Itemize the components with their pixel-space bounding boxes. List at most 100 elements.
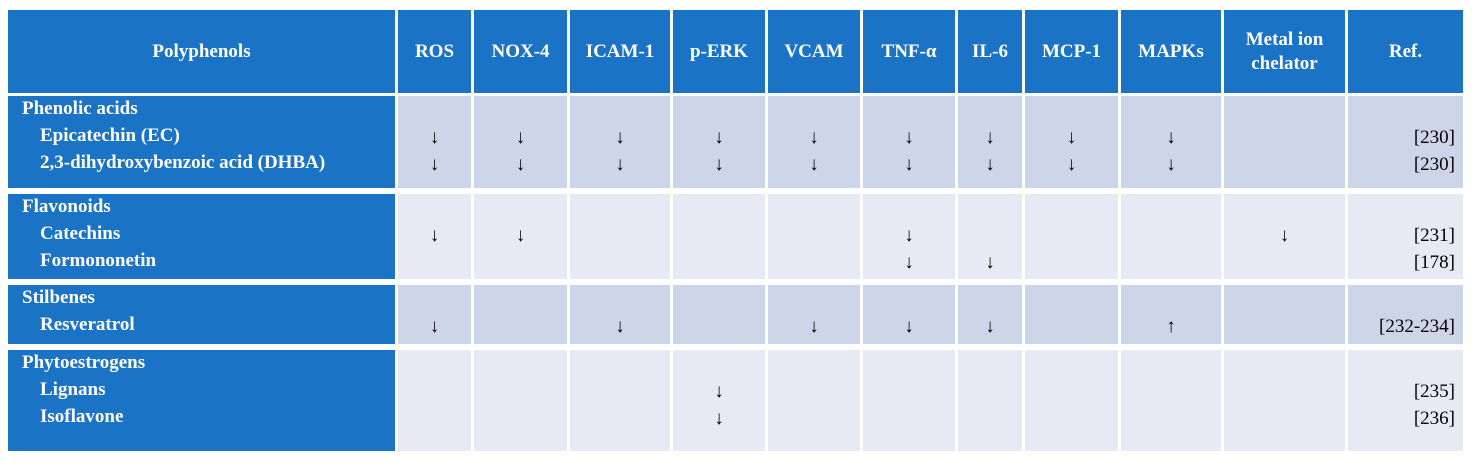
effect-arrow: ↓ <box>429 225 440 246</box>
effect-arrow: ↓ <box>429 127 440 148</box>
effect-arrow: ↓ <box>809 316 819 337</box>
data-cell: ↓ ↓ <box>398 96 471 188</box>
data-cell: ↓ <box>570 285 670 344</box>
data-cell: [232-234] <box>1348 285 1463 344</box>
effect-arrow: ↓ <box>1066 154 1077 175</box>
effect-arrow: ↓ <box>714 408 724 429</box>
header-cell: Ref. <box>1348 10 1463 93</box>
data-cell: ↓ <box>398 194 471 279</box>
effect-arrow: ↓ <box>714 381 724 402</box>
reference: [236] <box>1413 408 1455 429</box>
reference: [235] <box>1413 381 1455 402</box>
data-cell: ↓ <box>863 285 955 344</box>
header-cell: MAPKs <box>1121 10 1221 93</box>
data-cell: [231] [178] <box>1348 194 1463 279</box>
reference: [232-234] <box>1379 316 1455 337</box>
data-cell <box>673 285 765 344</box>
data-cell <box>1025 194 1118 279</box>
data-cell <box>474 285 567 344</box>
group-name: Stilbenes <box>22 287 95 308</box>
effect-arrow: ↓ <box>904 252 914 273</box>
reference: [231] <box>1413 225 1455 246</box>
data-cell: ↓ <box>768 285 860 344</box>
row-name: Resveratrol <box>40 314 135 335</box>
effect-arrow: ↓ <box>515 225 526 246</box>
data-cell <box>1224 350 1345 451</box>
row-name: 2,3-dihydroxybenzoic acid (DHBA) <box>40 152 326 173</box>
data-cell: ↓ ↓ <box>1121 96 1221 188</box>
data-cell: ↓ ↓ <box>673 96 765 188</box>
row-name: Lignans <box>40 379 106 400</box>
effect-arrow: ↓ <box>904 127 914 148</box>
header-cell: Polyphenols <box>8 10 395 93</box>
effect-arrow: ↓ <box>1166 154 1176 175</box>
group-cell: Phytoestrogens Lignans Isoflavone <box>8 350 395 451</box>
effect-arrow: ↓ <box>515 127 526 148</box>
data-cell <box>1025 350 1118 451</box>
effect-arrow: ↓ <box>1279 225 1290 246</box>
row-name: Catechins <box>40 223 121 244</box>
data-cell: [230] [230] <box>1348 96 1463 188</box>
group-name: Phytoestrogens <box>22 352 146 373</box>
data-cell <box>863 350 955 451</box>
reference: [230] <box>1413 127 1455 148</box>
data-cell <box>1025 285 1118 344</box>
effect-arrow: ↓ <box>615 316 625 337</box>
header-cell: VCAM <box>768 10 860 93</box>
data-cell <box>570 350 670 451</box>
group-name: Phenolic acids <box>22 98 138 119</box>
data-cell <box>474 350 567 451</box>
effect-arrow: ↓ <box>985 316 995 337</box>
data-cell: ↓ <box>474 194 567 279</box>
data-cell: ↓ <box>1224 194 1345 279</box>
data-cell: ↓ ↓ <box>863 194 955 279</box>
header-cell: ICAM-1 <box>570 10 670 93</box>
data-cell <box>673 194 765 279</box>
group-cell: Stilbenes Resveratrol <box>8 285 395 344</box>
header-cell: p-ERK <box>673 10 765 93</box>
effect-arrow: ↓ <box>714 127 724 148</box>
row-name: Formononetin <box>40 250 157 271</box>
effect-arrow: ↓ <box>985 154 995 175</box>
effect-arrow: ↓ <box>904 316 914 337</box>
data-cell: ↓ ↓ <box>958 96 1022 188</box>
row-name: Epicatechin (EC) <box>40 125 180 146</box>
data-cell: ↓ <box>398 285 471 344</box>
effect-arrow: ↓ <box>985 252 995 273</box>
effect-arrow: ↓ <box>985 127 995 148</box>
row-name: Isoflavone <box>40 406 124 427</box>
effect-arrow: ↓ <box>809 127 819 148</box>
group-cell: Flavonoids Catechins Formononetin <box>8 194 395 279</box>
effect-arrow: ↓ <box>615 127 625 148</box>
group-name: Flavonoids <box>22 196 111 217</box>
data-cell <box>958 350 1022 451</box>
effect-arrow: ↓ <box>615 154 625 175</box>
effect-arrow: ↑ <box>1166 316 1176 337</box>
effect-arrow: ↓ <box>904 225 914 246</box>
data-cell <box>1121 350 1221 451</box>
data-cell: ↓ <box>958 194 1022 279</box>
data-cell: ↓ ↓ <box>768 96 860 188</box>
data-cell: [235] [236] <box>1348 350 1463 451</box>
data-cell <box>768 194 860 279</box>
data-cell: ↓ <box>958 285 1022 344</box>
effect-arrow: ↓ <box>714 154 724 175</box>
data-cell: ↓ ↓ <box>863 96 955 188</box>
data-cell <box>570 194 670 279</box>
data-cell: ↓ ↓ <box>673 350 765 451</box>
header-cell: TNF-α <box>863 10 955 93</box>
data-cell: ↓ ↓ <box>1025 96 1118 188</box>
data-cell <box>768 350 860 451</box>
header-cell: ROS <box>398 10 471 93</box>
effect-arrow: ↓ <box>904 154 914 175</box>
data-cell: ↑ <box>1121 285 1221 344</box>
data-cell <box>1224 285 1345 344</box>
header-cell: Metal ion chelator <box>1224 10 1345 93</box>
data-cell <box>398 350 471 451</box>
effect-arrow: ↓ <box>1166 127 1176 148</box>
header-cell: MCP-1 <box>1025 10 1118 93</box>
data-cell <box>1121 194 1221 279</box>
group-cell: Phenolic acids Epicatechin (EC) 2,3-dihydr… <box>8 96 395 188</box>
data-cell: ↓ ↓ <box>570 96 670 188</box>
